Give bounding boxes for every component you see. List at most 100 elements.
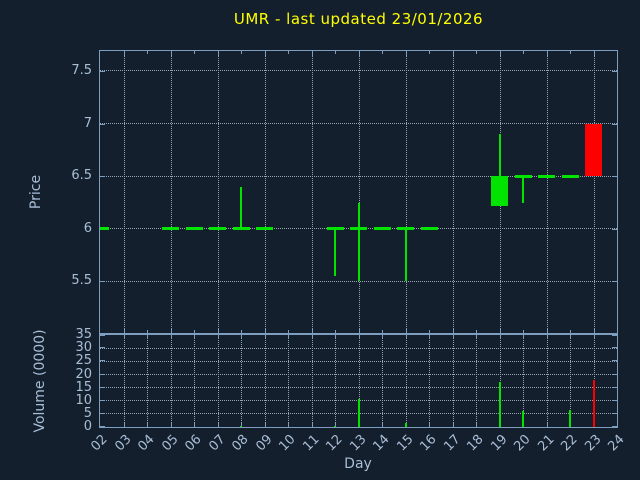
day-tick-label: 06 (182, 432, 205, 455)
grid-line-v (241, 335, 242, 427)
axis-tick (100, 281, 105, 283)
volume-tick-label: 10 (75, 392, 92, 408)
candle-body (256, 227, 273, 231)
axis-tick (217, 423, 219, 427)
grid-line-v (452, 335, 454, 427)
day-tick-label: 08 (229, 432, 252, 455)
axis-tick (100, 412, 105, 414)
axis-tick (170, 423, 172, 427)
day-tick-label: 20 (511, 432, 534, 455)
grid-line-v (288, 335, 289, 427)
candle-body (514, 174, 532, 178)
volume-tick-label: 35 (75, 327, 92, 343)
axis-tick (429, 51, 430, 54)
axis-tick (429, 330, 430, 333)
axis-tick (100, 399, 105, 401)
axis-tick (523, 335, 524, 339)
grid-line-v (147, 335, 148, 427)
price-tick-label: 5.5 (71, 273, 92, 289)
axis-tick (612, 373, 617, 375)
axis-tick (217, 328, 219, 333)
day-tick-label: 13 (346, 432, 370, 455)
day-axis-label: Day (344, 456, 372, 472)
day-tick-label: 16 (417, 432, 440, 455)
volume-tick-label: 20 (75, 366, 92, 382)
grid-line-v (546, 335, 548, 427)
axis-tick (546, 328, 548, 333)
axis-tick (311, 423, 313, 427)
axis-tick (612, 176, 617, 178)
grid-line-v (217, 51, 219, 333)
day-tick-label: 14 (370, 432, 393, 455)
axis-tick (217, 335, 219, 339)
axis-tick (241, 51, 242, 54)
axis-tick (147, 330, 148, 333)
axis-tick (100, 123, 105, 125)
axis-tick (382, 423, 383, 427)
axis-tick (288, 330, 289, 333)
grid-line-v (335, 335, 336, 427)
day-tick-label: 10 (276, 432, 299, 455)
axis-tick (523, 330, 524, 333)
grid-line-v (264, 335, 266, 427)
grid-line-v (476, 335, 477, 427)
axis-tick (452, 51, 454, 56)
grid-line-v (358, 51, 360, 333)
axis-tick (476, 335, 477, 339)
axis-tick (100, 426, 105, 427)
axis-tick (452, 423, 454, 427)
axis-tick (170, 328, 172, 333)
axis-tick (612, 347, 617, 349)
candle-wick (404, 228, 407, 282)
axis-tick (523, 51, 524, 54)
axis-tick (570, 330, 571, 333)
axis-tick (452, 335, 454, 339)
grid-line-v (546, 51, 548, 333)
volume-plot-area (99, 334, 618, 428)
volume-bar (592, 379, 595, 427)
axis-tick (476, 330, 477, 333)
candle-wick (334, 228, 336, 277)
axis-tick (288, 51, 289, 54)
day-tick-label: 09 (252, 432, 276, 455)
axis-tick (123, 51, 125, 56)
axis-tick (123, 423, 125, 427)
axis-tick (217, 51, 219, 56)
grid-line-v (452, 51, 454, 333)
candle-wick (522, 176, 524, 203)
axis-tick (358, 335, 360, 339)
axis-tick (100, 335, 105, 336)
volume-tick-label: 25 (75, 353, 92, 369)
axis-tick (612, 70, 617, 72)
axis-tick (499, 51, 501, 56)
axis-tick (382, 335, 383, 339)
axis-tick (264, 423, 266, 427)
axis-tick (612, 399, 617, 401)
axis-tick (612, 281, 617, 283)
axis-tick (546, 335, 548, 339)
candle-body (162, 227, 179, 231)
candle-body (209, 227, 226, 231)
axis-tick (264, 328, 266, 333)
price-tick-label: 6 (83, 220, 92, 236)
axis-tick (499, 328, 501, 333)
axis-tick (100, 373, 105, 375)
day-tick-label: 21 (534, 432, 558, 455)
axis-tick (335, 335, 336, 339)
volume-bar (334, 425, 336, 427)
day-tick-label: 24 (605, 432, 628, 455)
grid-line-v (570, 335, 571, 427)
axis-tick (241, 330, 242, 333)
volume-bar (498, 382, 501, 427)
axis-tick (612, 426, 617, 427)
candle-body (350, 227, 367, 231)
grid-line-v (170, 51, 172, 333)
axis-tick (335, 423, 336, 427)
grid-line-v (217, 335, 219, 427)
grid-line-v (382, 335, 383, 427)
day-tick-label: 07 (205, 432, 229, 455)
candle-body (326, 227, 344, 231)
axis-tick (311, 51, 313, 56)
grid-line-v (264, 51, 266, 333)
